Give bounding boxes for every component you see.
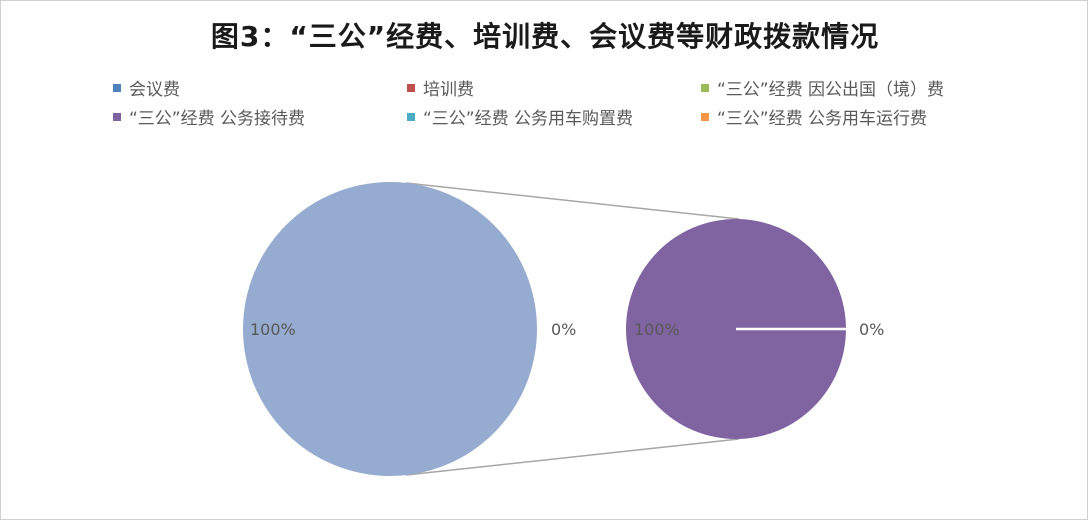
legend-item-meeting: 会议费 — [113, 79, 180, 101]
legend-item-overseas: “三公”经费 因公出国（境）费 — [701, 79, 944, 101]
legend-swatch — [113, 113, 121, 121]
legend-item-training: 培训费 — [407, 79, 474, 101]
connector-line-bottom — [405, 438, 740, 476]
legend-item-vehicle-purchase: “三公”经费 公务用车购置费 — [407, 108, 633, 130]
primary-pie-slice-meeting — [243, 182, 537, 476]
legend-label: “三公”经费 公务用车购置费 — [423, 109, 634, 129]
primary-pie-label-0: 0% — [551, 320, 576, 339]
chart-legend: 会议费 培训费 “三公”经费 因公出国（境）费 “三公”经费 公务接待费 “三公… — [1, 1, 1088, 141]
connector-line-top — [405, 182, 740, 220]
legend-swatch — [701, 113, 709, 121]
legend-label: “三公”经费 公务用车运行费 — [717, 109, 928, 129]
secondary-pie-label-100: 100% — [634, 320, 680, 339]
legend-label: 会议费 — [129, 80, 180, 100]
legend-swatch — [407, 84, 415, 92]
legend-label: 培训费 — [423, 80, 474, 100]
secondary-pie-label-0: 0% — [859, 320, 884, 339]
legend-swatch — [407, 113, 415, 121]
chart-title: 图3：“三公”经费、培训费、会议费等财政拨款情况 — [210, 20, 880, 53]
legend-swatch — [701, 84, 709, 92]
legend-item-reception: “三公”经费 公务接待费 — [113, 108, 305, 130]
primary-pie-label-100: 100% — [250, 320, 296, 339]
legend-label: “三公”经费 公务接待费 — [129, 109, 306, 129]
legend-label: “三公”经费 因公出国（境）费 — [717, 80, 945, 100]
legend-item-vehicle-operation: “三公”经费 公务用车运行费 — [701, 108, 927, 130]
legend-swatch — [113, 84, 121, 92]
